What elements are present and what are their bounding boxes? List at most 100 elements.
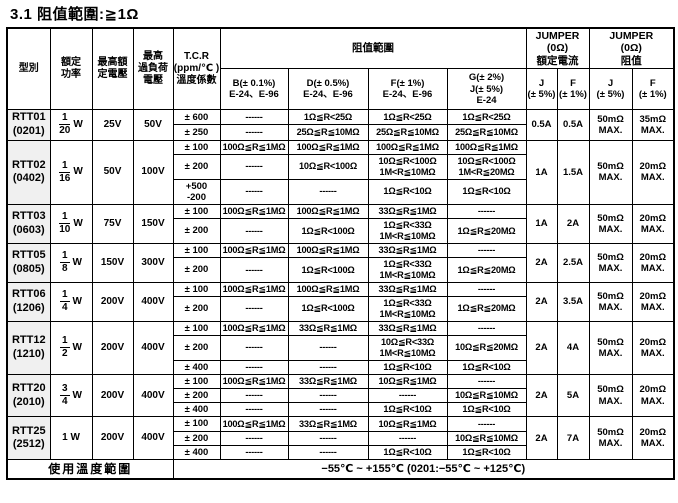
model-cell: RTT06 (1206) bbox=[6, 281, 51, 322]
table-row: ± 200 ------ 10Ω≦R<100Ω 10Ω≦R<100Ω 1M<R≦10M… bbox=[7, 153, 674, 180]
tcr-cell: ± 250 bbox=[172, 124, 221, 141]
jumper-current-f-cell: 0.5A bbox=[556, 109, 590, 141]
tcr-cell: ± 600 bbox=[172, 109, 221, 126]
power-fraction: 1 10 bbox=[59, 211, 71, 236]
tcr-cell: ± 100 bbox=[172, 320, 221, 336]
group-header-resistance-range: 阻值範圍 bbox=[219, 27, 527, 70]
model-cell: RTT20 (2010) bbox=[6, 373, 51, 418]
table-row: ± 400 ------ ------ 1Ω≦R<10Ω 1Ω≦R<10Ω bbox=[7, 444, 674, 461]
col-header-tcr: T.C.R (ppm/℃ ) 溫度係數 bbox=[172, 27, 221, 111]
range-cell-d: 33Ω≦R≦1MΩ bbox=[287, 416, 369, 432]
tcr-cell: ± 200 bbox=[172, 153, 221, 180]
model-cell: RTT12 (1210) bbox=[6, 320, 51, 375]
operating-temp-value: −55℃ ~ +155℃ (0201:−55℃ ~ +125℃) bbox=[172, 459, 675, 480]
tcr-cell: ± 100 bbox=[172, 203, 221, 220]
power-unit: W bbox=[72, 341, 82, 353]
table-row: ± 200 ------ 1Ω≦R<100Ω 1Ω≦R<33Ω 1M<R≦10MΩ 1Ω… bbox=[7, 296, 674, 322]
range-cell-f: 10Ω≦R<33Ω 1M<R≦10MΩ bbox=[367, 334, 448, 361]
power-cell: 1 W bbox=[49, 416, 93, 461]
jumper-current-f-cell: 2.5A bbox=[556, 242, 590, 283]
jumper-res-j-cell: 50mΩ MAX. bbox=[588, 416, 633, 461]
power-unit: W bbox=[73, 118, 83, 130]
range-cell-d: 100Ω≦R≦1MΩ bbox=[287, 281, 369, 298]
range-cell-g: 1Ω≦R<10Ω bbox=[446, 444, 527, 461]
table-row: RTT20 (2010) 3 4 W 200V 400V ± 100 100Ω≦R≦1MΩ 33… bbox=[6, 373, 675, 418]
jumper-res-j-cell: 50mΩ MAX. bbox=[588, 109, 633, 141]
col-header-jumper-current-f: F (± 1%) bbox=[556, 68, 590, 111]
range-cell-b: 100Ω≦R≦1MΩ bbox=[219, 203, 289, 220]
tcr-cell: ± 100 bbox=[172, 281, 221, 298]
range-cell-f: 33Ω≦R≦1MΩ bbox=[367, 203, 448, 220]
range-cell-b: 100Ω≦R≦1MΩ bbox=[219, 139, 289, 155]
overload-voltage-cell: 400V bbox=[132, 281, 174, 322]
range-cell-b: ------ bbox=[219, 430, 289, 446]
jumper-current-f-cell: 5A bbox=[556, 373, 590, 418]
range-cell-g: 1Ω≦R<25Ω bbox=[446, 109, 527, 126]
overload-voltage-cell: 400V bbox=[132, 416, 174, 461]
power-unit: W bbox=[72, 256, 82, 268]
tcr-cell: ± 200 bbox=[172, 296, 221, 322]
power-cell: 1 10 W bbox=[49, 203, 93, 244]
group-header-jumper-current: JUMPER (0Ω) 額定電流 bbox=[525, 27, 590, 70]
spec-table: 型別 額定 功率 最高額 定電壓 最高 過負荷 電壓 T.C.R (ppm/℃ … bbox=[6, 27, 676, 481]
range-cell-d: ------ bbox=[287, 444, 369, 461]
range-cell-b: 100Ω≦R≦1MΩ bbox=[219, 373, 289, 390]
table-row: ± 400 ------ ------ 1Ω≦R<10Ω 1Ω≦R<10Ω bbox=[7, 359, 674, 375]
range-cell-d: 25Ω≦R≦10MΩ bbox=[287, 124, 369, 141]
col-header-jumper-current-j: J (± 5%) bbox=[525, 68, 558, 111]
range-cell-b: ------ bbox=[219, 218, 289, 244]
range-cell-b: ------ bbox=[219, 444, 289, 461]
col-header-jumper-res-j: J (± 5%) bbox=[588, 68, 633, 111]
range-cell-g: 1Ω≦R<10Ω bbox=[446, 359, 527, 375]
tcr-cell: ± 100 bbox=[172, 373, 221, 390]
range-cell-d: 10Ω≦R<100Ω bbox=[287, 153, 369, 180]
jumper-res-j-cell: 50mΩ MAX. bbox=[588, 373, 633, 418]
range-cell-f: 100Ω≦R≦1MΩ bbox=[367, 139, 448, 155]
power-unit: W bbox=[73, 166, 83, 178]
overload-voltage-cell: 50V bbox=[132, 109, 174, 141]
range-cell-f: 1Ω≦R<33Ω 1M<R≦10MΩ bbox=[367, 218, 448, 244]
jumper-current-j-cell: 2A bbox=[525, 416, 558, 461]
range-cell-b: ------ bbox=[219, 388, 289, 404]
jumper-res-f-cell: 20mΩ MAX. bbox=[631, 139, 675, 205]
col-header-tol-d: D(± 0.5%) E-24、E-96 bbox=[287, 68, 369, 111]
model-cell: RTT03 (0603) bbox=[6, 203, 51, 244]
model-cell: RTT25 (2512) bbox=[6, 416, 51, 461]
jumper-res-f-cell: 20mΩ MAX. bbox=[631, 203, 675, 244]
range-cell-d: ------ bbox=[287, 430, 369, 446]
range-cell-f: 1Ω≦R<33Ω 1M<R≦10MΩ bbox=[367, 296, 448, 322]
range-cell-g: ------ bbox=[446, 320, 527, 336]
table-row: ± 250 ------ 25Ω≦R≦10MΩ 25Ω≦R≦10MΩ 25Ω≦R≦10M… bbox=[7, 124, 674, 141]
range-cell-f: 33Ω≦R≦1MΩ bbox=[367, 281, 448, 298]
tcr-cell: ± 100 bbox=[172, 416, 221, 432]
power-cell: 1 16 W bbox=[49, 139, 93, 205]
range-cell-f: 1Ω≦R<10Ω bbox=[367, 178, 448, 205]
jumper-current-j-cell: 2A bbox=[525, 242, 558, 283]
range-cell-b: 100Ω≦R≦1MΩ bbox=[219, 416, 289, 432]
col-header-overload-voltage: 最高 過負荷 電壓 bbox=[132, 27, 174, 111]
col-header-jumper-res-f: F (± 1%) bbox=[631, 68, 675, 111]
jumper-res-f-cell: 20mΩ MAX. bbox=[631, 281, 675, 322]
jumper-res-f-cell: 35mΩ MAX. bbox=[631, 109, 675, 141]
jumper-current-f-cell: 3.5A bbox=[556, 281, 590, 322]
col-header-model: 型別 bbox=[6, 27, 51, 111]
overload-voltage-cell: 100V bbox=[132, 139, 174, 205]
jumper-res-f-cell: 20mΩ MAX. bbox=[631, 242, 675, 283]
range-cell-g: 25Ω≦R≦10MΩ bbox=[446, 124, 527, 141]
range-cell-f: 10Ω≦R≦1MΩ bbox=[367, 416, 448, 432]
range-cell-f: ------ bbox=[367, 388, 448, 404]
section-title: 3.1 阻值範圍:≧1Ω bbox=[10, 6, 139, 23]
max-voltage-cell: 25V bbox=[91, 109, 134, 141]
jumper-res-f-cell: 20mΩ MAX. bbox=[631, 320, 675, 375]
table-row: RTT01 (0201) 1 20 W 25V 50V ± 600 ------ 1Ω≦R<25… bbox=[6, 109, 675, 141]
power-fraction: 1 16 bbox=[59, 159, 71, 184]
jumper-res-j-cell: 50mΩ MAX. bbox=[588, 281, 633, 322]
tcr-cell: ± 200 bbox=[172, 334, 221, 361]
tcr-cell: ± 200 bbox=[172, 257, 221, 283]
range-cell-g: 1Ω≦R≦20MΩ bbox=[446, 296, 527, 322]
overload-voltage-cell: 400V bbox=[132, 320, 174, 375]
